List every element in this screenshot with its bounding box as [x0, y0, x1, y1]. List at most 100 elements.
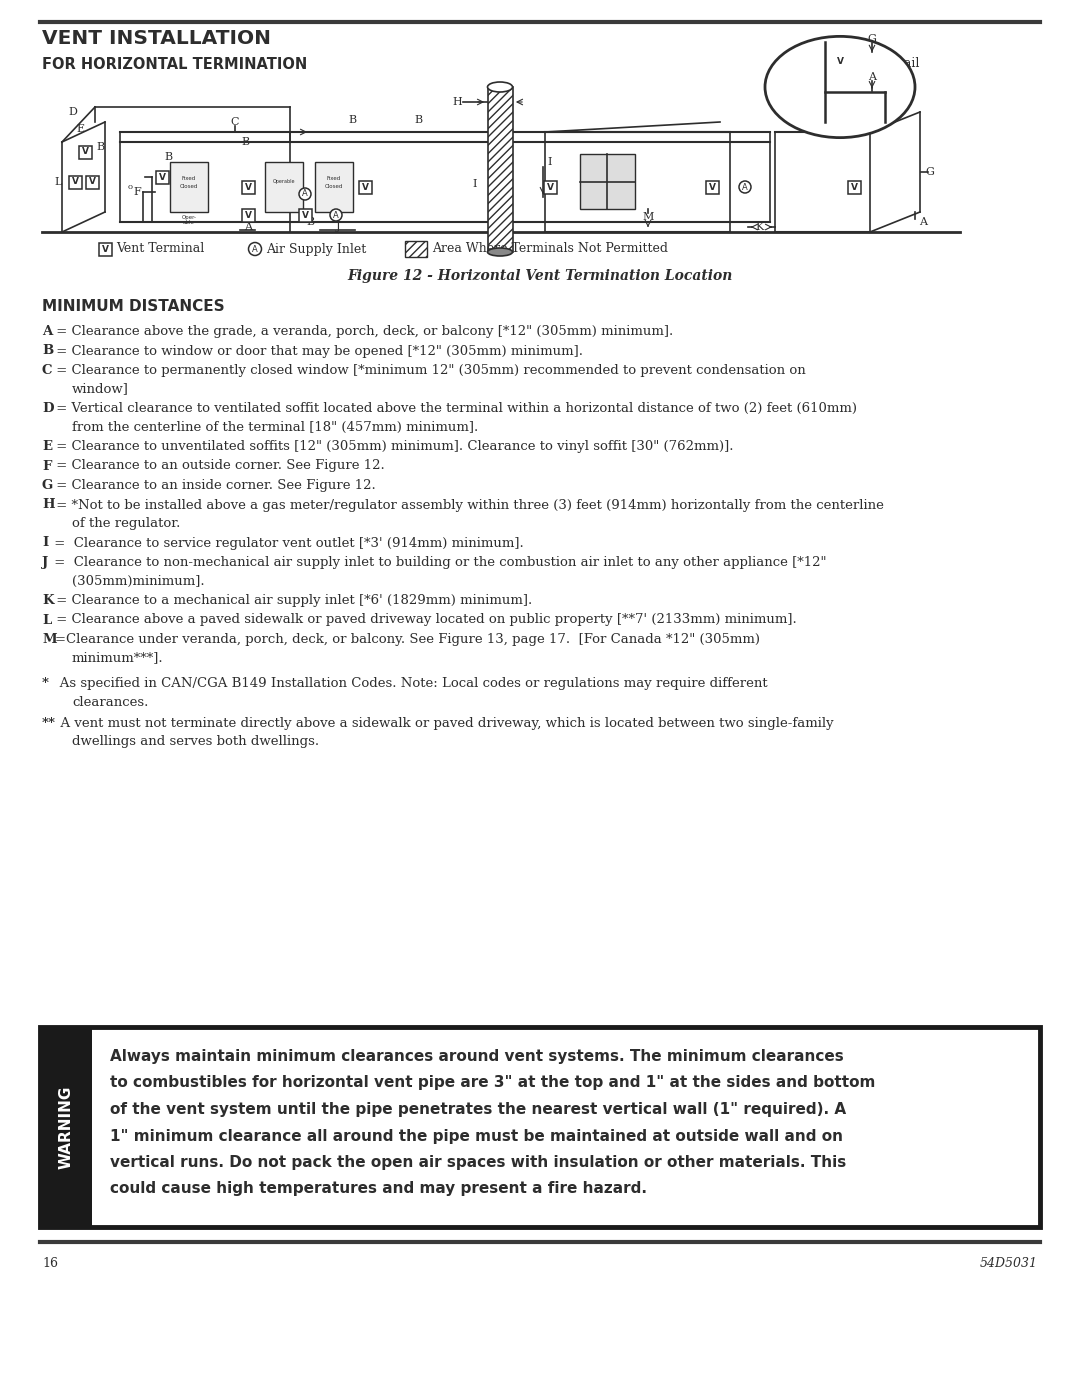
Text: B: B: [306, 217, 314, 226]
Text: = Clearance to an outside corner. See Figure 12.: = Clearance to an outside corner. See Fi…: [52, 460, 384, 472]
Text: (305mm)minimum].: (305mm)minimum].: [72, 574, 204, 588]
Text: B: B: [414, 115, 422, 124]
Text: = Clearance to permanently closed window [*minimum 12" (305mm) recommended to pr: = Clearance to permanently closed window…: [52, 365, 806, 377]
Bar: [242, 180, 255, 194]
Text: V: V: [837, 57, 843, 67]
Text: =  Clearance to non-mechanical air supply inlet to building or the combustion ai: = Clearance to non-mechanical air supply…: [50, 556, 826, 569]
Text: B: B: [241, 137, 249, 147]
Text: dwellings and serves both dwellings.: dwellings and serves both dwellings.: [72, 735, 319, 749]
Text: = Vertical clearance to ventilated soffit located above the terminal within a ho: = Vertical clearance to ventilated soffi…: [52, 402, 858, 415]
Text: I: I: [42, 536, 49, 549]
Text: = Clearance to a mechanical air supply inlet [*6' (1829mm) minimum].: = Clearance to a mechanical air supply i…: [52, 594, 532, 608]
Text: Closed: Closed: [325, 184, 343, 190]
Text: V: V: [89, 177, 95, 187]
Text: A vent must not terminate directly above a sidewalk or paved driveway, which is : A vent must not terminate directly above…: [52, 717, 834, 731]
Bar: [834, 56, 847, 68]
Bar: [705, 180, 718, 194]
Text: V: V: [362, 183, 368, 191]
Text: Oper-: Oper-: [181, 215, 197, 219]
Text: 1" minimum clearance all around the pipe must be maintained at outside wall and : 1" minimum clearance all around the pipe…: [110, 1129, 843, 1144]
Text: Operable: Operable: [273, 179, 295, 184]
Bar: [487, 87, 513, 251]
Text: Inside Corner Detail: Inside Corner Detail: [789, 57, 919, 70]
Bar: [543, 180, 556, 194]
Bar: [298, 208, 311, 222]
Bar: [405, 242, 427, 257]
Text: V: V: [708, 183, 715, 191]
Text: =  Clearance to service regulator vent outlet [*3' (914mm) minimum].: = Clearance to service regulator vent ou…: [50, 536, 524, 549]
Text: =Clearance under veranda, porch, deck, or balcony. See Figure 13, page 17.  [For: =Clearance under veranda, porch, deck, o…: [55, 633, 760, 645]
Text: from the centerline of the terminal [18" (457mm) minimum].: from the centerline of the terminal [18"…: [72, 420, 478, 433]
Text: could cause high temperatures and may present a fire hazard.: could cause high temperatures and may pr…: [110, 1182, 647, 1196]
Text: Figure 12 - Horizontal Vent Termination Location: Figure 12 - Horizontal Vent Termination …: [348, 270, 732, 284]
Text: I: I: [473, 179, 477, 189]
Text: WARNING: WARNING: [58, 1085, 73, 1169]
Text: 54D5031: 54D5031: [980, 1257, 1038, 1270]
Text: A: A: [252, 244, 258, 253]
Text: A: A: [42, 326, 52, 338]
Text: = Clearance to window or door that may be opened [*12" (305mm) minimum].: = Clearance to window or door that may b…: [52, 345, 583, 358]
Text: Vent Terminal: Vent Terminal: [116, 243, 204, 256]
Text: V: V: [71, 177, 79, 187]
Text: F: F: [133, 187, 140, 197]
Circle shape: [330, 210, 342, 221]
Text: M: M: [643, 212, 653, 222]
Bar: [40, 1027, 1040, 1227]
Bar: [98, 243, 111, 256]
Text: H: H: [42, 499, 55, 511]
Ellipse shape: [765, 36, 915, 138]
Text: of the vent system until the pipe penetrates the nearest vertical wall (1" requi: of the vent system until the pipe penetr…: [110, 1102, 846, 1118]
Text: VENT INSTALLATION: VENT INSTALLATION: [42, 29, 271, 47]
Text: L: L: [54, 177, 62, 187]
Text: A: A: [919, 217, 927, 226]
Text: V: V: [546, 183, 554, 191]
Text: Fixed: Fixed: [181, 176, 197, 182]
Text: A: A: [333, 211, 339, 219]
Text: of the regulator.: of the regulator.: [72, 517, 180, 529]
Text: G: G: [42, 479, 53, 492]
Text: = *Not to be installed above a gas meter/regulator assembly within three (3) fee: = *Not to be installed above a gas meter…: [52, 499, 883, 511]
Bar: [85, 176, 98, 189]
Bar: [68, 176, 81, 189]
Text: able: able: [184, 219, 194, 225]
Text: B: B: [164, 152, 172, 162]
Bar: [580, 154, 635, 210]
Text: MINIMUM DISTANCES: MINIMUM DISTANCES: [42, 299, 225, 314]
Text: V: V: [102, 244, 108, 253]
Bar: [265, 162, 303, 212]
Bar: [156, 170, 168, 183]
Text: FOR HORIZONTAL TERMINATION: FOR HORIZONTAL TERMINATION: [42, 57, 307, 73]
Bar: [40, 1027, 92, 1227]
Text: E: E: [76, 124, 84, 134]
Text: K: K: [42, 594, 54, 608]
Text: V: V: [244, 211, 252, 219]
Text: V: V: [851, 183, 858, 191]
Text: M: M: [42, 633, 56, 645]
Text: J: J: [42, 556, 49, 569]
Text: A: A: [868, 73, 876, 82]
Ellipse shape: [487, 82, 513, 92]
Text: G: G: [867, 34, 877, 43]
Text: K: K: [756, 222, 765, 232]
Bar: [848, 180, 861, 194]
Ellipse shape: [487, 249, 513, 256]
Text: G: G: [926, 168, 934, 177]
Text: Closed: Closed: [179, 184, 199, 190]
Text: 16: 16: [42, 1257, 58, 1270]
Text: window]: window]: [72, 383, 129, 395]
Text: V: V: [159, 172, 165, 182]
Text: **: **: [42, 717, 56, 731]
Text: J: J: [336, 222, 340, 232]
Text: o: o: [127, 183, 133, 191]
Text: vertical runs. Do not pack the open air spaces with insulation or other material: vertical runs. Do not pack the open air …: [110, 1155, 847, 1171]
Text: As specified in CAN/CGA B149 Installation Codes. Note: Local codes or regulation: As specified in CAN/CGA B149 Installatio…: [48, 678, 768, 690]
Text: Air Supply Inlet: Air Supply Inlet: [266, 243, 366, 256]
Text: C: C: [231, 117, 240, 127]
Text: D: D: [42, 402, 54, 415]
Text: B: B: [348, 115, 356, 124]
Text: *: *: [42, 678, 49, 690]
Text: L: L: [42, 613, 51, 626]
Bar: [79, 145, 92, 158]
Text: Fixed: Fixed: [327, 176, 341, 182]
Text: minimum***].: minimum***].: [72, 651, 164, 665]
